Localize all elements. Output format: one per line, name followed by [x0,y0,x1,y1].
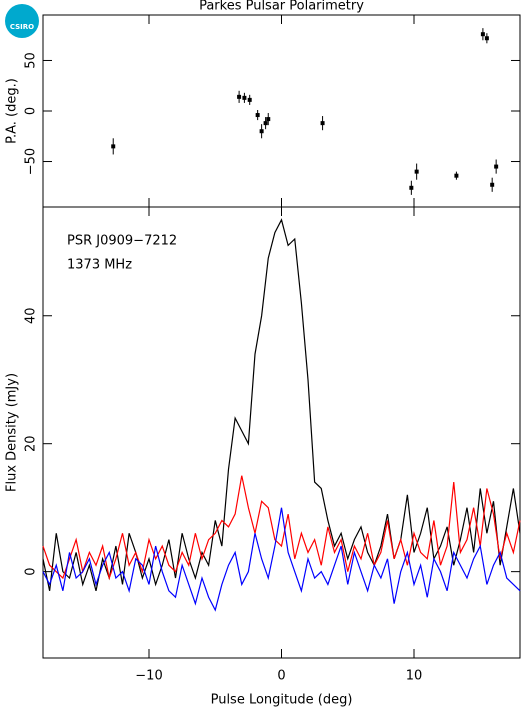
pa-point [247,97,252,102]
profile-line [42,218,521,591]
y-tick-label: 0 [24,567,39,575]
y-tick-label: 0 [24,107,39,115]
x-tick-label: −10 [135,669,162,684]
y-axis-label: Flux Density (mJy) [5,373,20,492]
pa-point [484,36,489,41]
y-tick-label: −50 [24,148,39,175]
y-axis-label: P.A. (deg.) [5,78,20,144]
pa-point [490,182,495,187]
pa-point [263,121,268,126]
y-tick-label: 50 [24,52,39,69]
plot-frame [42,14,521,208]
pa-point [237,94,242,99]
pa-point [414,169,419,174]
chart-title: Parkes Pulsar Polarimetry [199,0,364,14]
pa-point [454,173,459,178]
x-axis-label: Pulse Longitude (deg) [211,693,353,708]
pa-point [480,32,485,37]
pa-point [111,144,116,149]
pa-point [409,185,414,190]
pa-point [320,121,325,126]
plot-frame [42,206,521,659]
y-tick-label: 20 [24,435,39,452]
pa-point [242,95,247,100]
y-tick-label: 40 [24,307,39,324]
logo-text: CSIRO [10,23,34,31]
profile-line [42,475,521,581]
annotation: PSR J0909−7212 [67,234,177,249]
pa-point [259,129,264,134]
pa-point [494,164,499,169]
annotation: 1373 MHz [67,258,132,273]
logo-circle [5,4,39,38]
x-tick-label: 10 [406,669,423,684]
logo: CSIRO [5,4,39,38]
pa-point [266,117,271,122]
pa-point [255,113,260,118]
x-tick-label: 0 [277,669,285,684]
profile-line [42,507,521,612]
